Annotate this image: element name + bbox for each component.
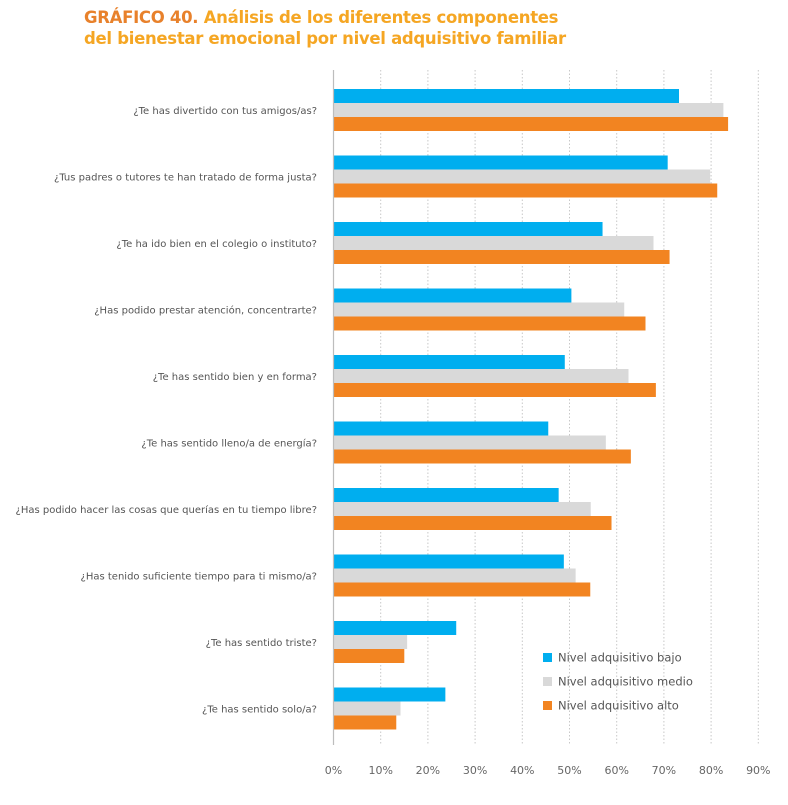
bar-bajo	[333, 288, 572, 303]
x-tick-label: 20%	[416, 764, 440, 777]
legend-swatch-medio	[543, 677, 552, 686]
bar-medio	[333, 169, 711, 184]
bar-bajo	[333, 488, 559, 502]
bar-alto	[333, 715, 397, 730]
bar-medio	[333, 302, 625, 317]
category-label: ¿Has tenido suficiente tiempo para ti mi…	[81, 572, 317, 583]
bar-medio	[333, 236, 654, 250]
bar-alto	[333, 649, 405, 663]
legend-swatch-bajo	[543, 653, 552, 662]
bar-alto	[333, 250, 670, 264]
legend: Nivel adquisitivo bajo Nivel adquisitivo …	[543, 651, 693, 713]
category-label: ¿Has podido prestar atención, concentrar…	[94, 305, 317, 317]
bars	[333, 89, 729, 730]
bar-alto	[333, 383, 656, 397]
bar-bajo	[333, 421, 549, 436]
bar-medio	[333, 568, 576, 583]
x-tick-label: 60%	[604, 764, 628, 777]
category-label: ¿Te ha ido bien en el colegio o institut…	[116, 239, 317, 250]
chart-title-line2: del bienestar emocional por nivel adquis…	[84, 29, 566, 48]
x-tick-label: 0%	[325, 764, 342, 777]
bar-bajo	[333, 155, 668, 170]
x-tick-label: 50%	[557, 764, 581, 777]
bar-alto	[333, 117, 729, 131]
chart-title: GRÁFICO 40. Análisis de los diferentes c…	[84, 7, 566, 49]
legend-label-medio: Nivel adquisitivo medio	[558, 675, 693, 689]
x-tick-label: 90%	[746, 764, 770, 777]
bar-medio	[333, 635, 408, 649]
category-label: ¿Has podido hacer las cosas que querías …	[16, 504, 317, 516]
bar-bajo	[333, 687, 446, 702]
category-label: ¿Te has sentido solo/a?	[202, 705, 317, 716]
x-tick-label: 70%	[652, 764, 676, 777]
legend-swatch-alto	[543, 701, 552, 710]
x-tick-label: 10%	[368, 764, 392, 777]
bar-alto	[333, 516, 612, 530]
bar-alto	[333, 449, 631, 464]
category-labels: ¿Te has divertido con tus amigos/as? ¿Tus…	[16, 106, 317, 716]
category-label: ¿Te has sentido bien y en forma?	[153, 372, 317, 383]
bar-medio	[333, 435, 606, 450]
bar-alto	[333, 183, 718, 198]
chart-title-prefix: GRÁFICO 40.	[84, 8, 199, 27]
bar-alto	[333, 582, 591, 597]
bar-medio	[333, 701, 401, 716]
bar-bajo	[333, 554, 564, 569]
bar-bajo	[333, 222, 603, 236]
bar-bajo	[333, 355, 565, 369]
category-label: ¿Te has sentido lleno/a de energía?	[141, 438, 317, 450]
category-label: ¿Tus padres o tutores te han tratado de …	[54, 173, 317, 184]
chart-title-line1: Análisis de los diferentes componentes	[203, 8, 559, 27]
bar-bajo	[333, 89, 680, 103]
legend-label-alto: Nivel adquisitivo alto	[558, 699, 679, 713]
bar-medio	[333, 502, 591, 516]
x-tick-label: 80%	[699, 764, 723, 777]
bar-medio	[333, 103, 724, 117]
bar-alto	[333, 316, 646, 331]
category-label: ¿Te has sentido triste?	[206, 638, 317, 649]
x-tick-label: 30%	[463, 764, 487, 777]
legend-label-bajo: Nivel adquisitivo bajo	[558, 651, 682, 665]
x-tick-label: 40%	[510, 764, 534, 777]
x-tick-labels: 0% 10% 20% 30% 40% 50% 60% 70% 80% 90%	[325, 764, 771, 777]
bar-medio	[333, 369, 629, 383]
category-label: ¿Te has divertido con tus amigos/as?	[133, 106, 317, 117]
bar-bajo	[333, 621, 457, 635]
